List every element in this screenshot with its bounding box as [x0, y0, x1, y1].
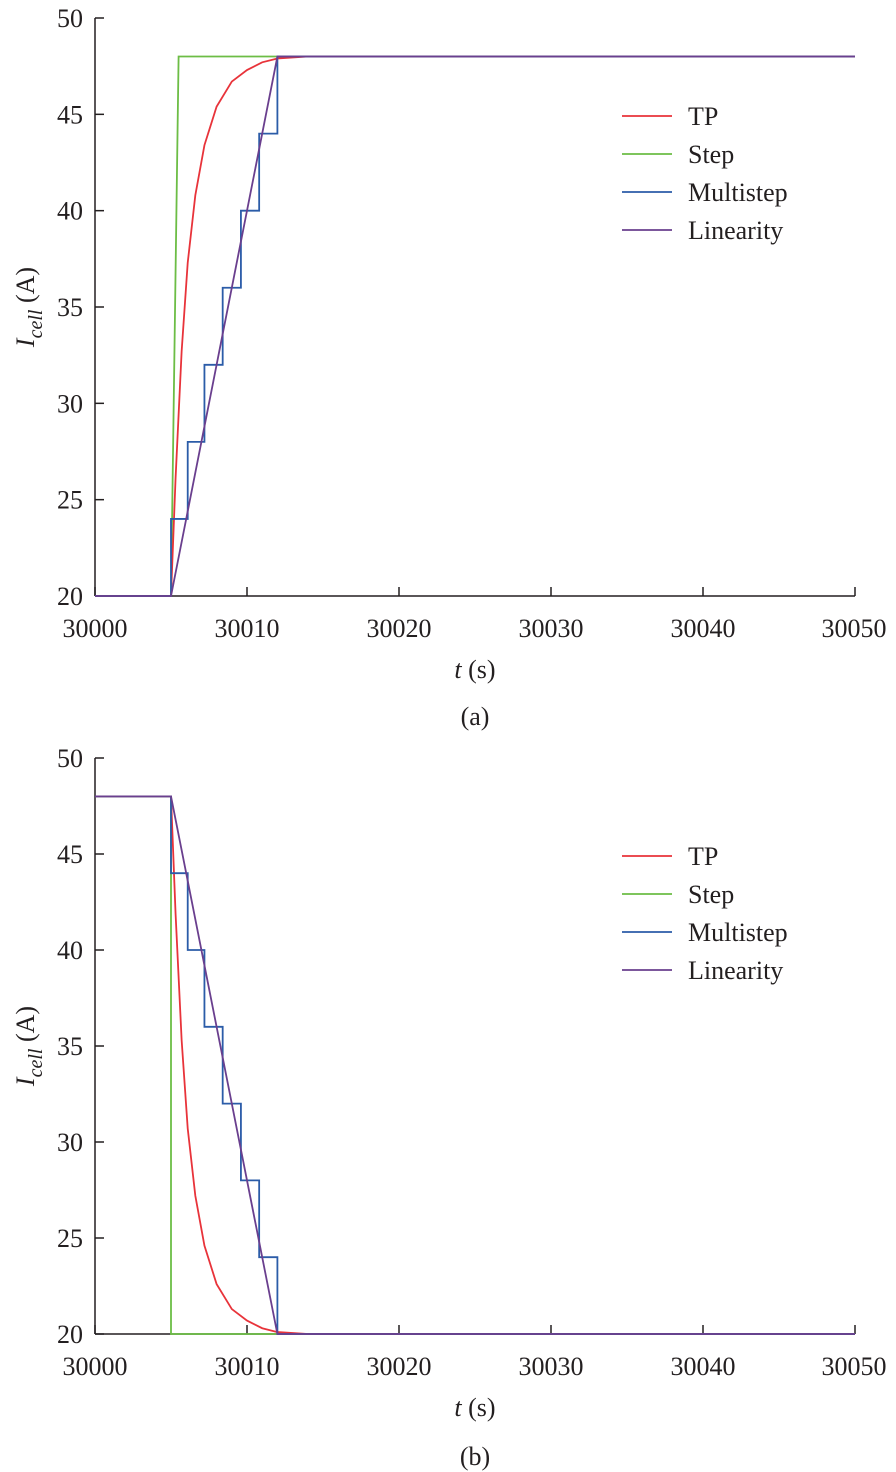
legend-label-multistep: Multistep [688, 178, 788, 207]
y-tick-label: 30 [57, 1128, 83, 1157]
panel-caption: (a) [461, 702, 490, 731]
y-axis-label-symbol: I [11, 337, 40, 348]
legend-label-step: Step [688, 140, 734, 169]
chart-panel-1: 20 25 30 35 40 45 50 30000 30010 30020 30030 30040 3… [11, 744, 887, 1471]
y-axis-label: Icell (A) [11, 1006, 47, 1087]
legend-label-tp: TP [688, 102, 718, 131]
y-tick-label: 25 [57, 486, 83, 515]
x-tick-label: 30040 [671, 614, 736, 643]
x-tick-label: 30000 [63, 1352, 128, 1381]
y-tick-label: 40 [57, 197, 83, 226]
series-line-multistep [95, 795, 855, 1335]
x-tick-label: 30000 [63, 614, 128, 643]
series-line-tp [95, 55, 855, 597]
y-tick-label: 50 [57, 4, 83, 33]
series-line-step [95, 795, 855, 1335]
y-tick-label: 20 [57, 582, 83, 611]
x-tick-label: 30020 [367, 614, 432, 643]
y-axis-label-unit: (A) [11, 267, 40, 310]
legend-label-multistep: Multistep [688, 918, 788, 947]
x-axis-label-symbol: t [454, 1393, 462, 1422]
x-tick-label: 30010 [215, 614, 280, 643]
x-tick-label: 30030 [519, 614, 584, 643]
legend-label-tp: TP [688, 842, 718, 871]
y-tick-label: 45 [57, 100, 83, 129]
y-axis-label-symbol: I [11, 1076, 40, 1087]
legend-label-step: Step [688, 880, 734, 909]
legend-label-linearity: Linearity [688, 956, 783, 985]
x-axis-label: t (s) [454, 1393, 495, 1422]
x-axis-label-unit: (s) [462, 655, 496, 684]
series-line-linearity [95, 795, 855, 1335]
y-tick-label: 35 [57, 293, 83, 322]
y-tick-label: 30 [57, 389, 83, 418]
y-tick-label: 35 [57, 1032, 83, 1061]
chart-panel-0: 20 25 30 35 40 45 50 30000 30010 30020 30030 30040 3… [11, 4, 887, 731]
series-line-step [95, 55, 855, 597]
y-tick-label: 20 [57, 1320, 83, 1349]
y-tick-label: 40 [57, 936, 83, 965]
y-axis-label-unit: (A) [11, 1006, 40, 1049]
y-axis-label-subscript: cell [25, 1048, 47, 1077]
y-axis-label-subscript: cell [25, 309, 47, 338]
x-tick-label: 30050 [822, 614, 887, 643]
y-tick-label: 50 [57, 744, 83, 773]
y-tick-label: 45 [57, 840, 83, 869]
series-line-multistep [95, 55, 855, 597]
legend-label-linearity: Linearity [688, 216, 783, 245]
y-axis-label: Icell (A) [11, 267, 47, 348]
x-axis-label-unit: (s) [462, 1393, 496, 1422]
series-line-linearity [95, 55, 855, 597]
series-line-tp [95, 795, 855, 1335]
x-tick-label: 30010 [215, 1352, 280, 1381]
x-axis-label-symbol: t [454, 655, 462, 684]
y-tick-label: 25 [57, 1224, 83, 1253]
x-tick-label: 30030 [519, 1352, 584, 1381]
x-axis-label: t (s) [454, 655, 495, 684]
legend: TP Step Multistep Linearity [622, 842, 788, 985]
x-tick-label: 30020 [367, 1352, 432, 1381]
panel-caption: (b) [460, 1442, 490, 1471]
legend: TP Step Multistep Linearity [622, 102, 788, 245]
x-tick-label: 30050 [822, 1352, 887, 1381]
x-tick-label: 30040 [671, 1352, 736, 1381]
